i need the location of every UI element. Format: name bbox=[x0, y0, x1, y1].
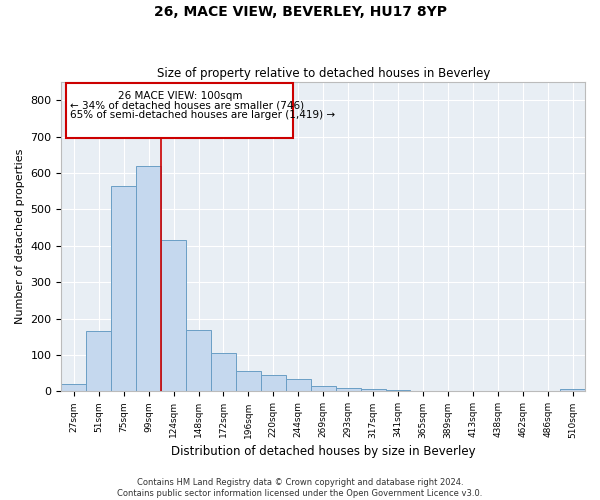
Bar bbox=[161, 240, 186, 392]
Text: 65% of semi-detached houses are larger (1,419) →: 65% of semi-detached houses are larger (… bbox=[70, 110, 335, 120]
FancyBboxPatch shape bbox=[67, 83, 293, 138]
Bar bbox=[286, 380, 311, 392]
Bar bbox=[560, 389, 585, 392]
Bar bbox=[136, 166, 161, 392]
Bar bbox=[236, 370, 261, 392]
Bar bbox=[386, 390, 410, 392]
Bar bbox=[311, 386, 335, 392]
Bar bbox=[111, 186, 136, 392]
Bar bbox=[61, 384, 86, 392]
Bar bbox=[335, 388, 361, 392]
Y-axis label: Number of detached properties: Number of detached properties bbox=[15, 149, 25, 324]
Bar bbox=[211, 353, 236, 392]
Text: ← 34% of detached houses are smaller (746): ← 34% of detached houses are smaller (74… bbox=[70, 101, 304, 111]
X-axis label: Distribution of detached houses by size in Beverley: Distribution of detached houses by size … bbox=[171, 444, 476, 458]
Text: Contains HM Land Registry data © Crown copyright and database right 2024.
Contai: Contains HM Land Registry data © Crown c… bbox=[118, 478, 482, 498]
Text: 26, MACE VIEW, BEVERLEY, HU17 8YP: 26, MACE VIEW, BEVERLEY, HU17 8YP bbox=[154, 5, 446, 19]
Bar bbox=[186, 330, 211, 392]
Bar bbox=[261, 375, 286, 392]
Text: 26 MACE VIEW: 100sqm: 26 MACE VIEW: 100sqm bbox=[118, 91, 242, 101]
Title: Size of property relative to detached houses in Beverley: Size of property relative to detached ho… bbox=[157, 66, 490, 80]
Bar bbox=[361, 389, 386, 392]
Bar bbox=[86, 332, 111, 392]
